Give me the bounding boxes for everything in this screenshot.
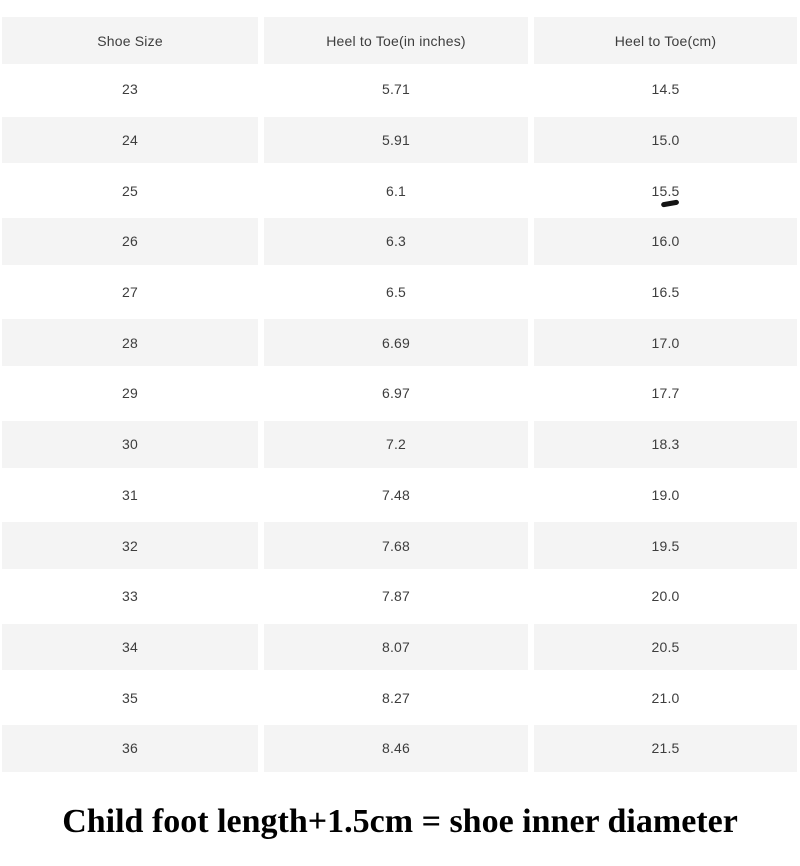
cell-cm: 17.0: [534, 317, 797, 369]
cell-size: 30: [2, 418, 258, 470]
cell-inches: 5.71: [381, 81, 411, 98]
cell-inches: 7.48: [381, 486, 411, 503]
table-row: 26 6.3 16.0: [2, 216, 797, 267]
size-note: Child foot length+1.5cm = shoe inner dia…: [62, 803, 738, 840]
cell-size: 29: [122, 385, 138, 402]
table-header-row: Shoe Size Heel to Toe(in inches) Heel to…: [2, 17, 797, 64]
cell-cm: 21.5: [534, 722, 797, 774]
cell-size: 23: [122, 81, 138, 98]
table-row: 31 7.48 19.0: [2, 470, 797, 521]
cell-inches: 5.91: [264, 114, 528, 166]
table-row: 29 6.97 17.7: [2, 368, 797, 419]
shoe-size-table: Shoe Size Heel to Toe(in inches) Heel to…: [2, 17, 797, 774]
cell-inches: 8.46: [264, 722, 528, 774]
table-row: 23 5.71 14.5: [2, 64, 797, 115]
cell-inches: 8.07: [264, 621, 528, 673]
cell-cm: 19.5: [534, 520, 797, 571]
cell-inches: 6.69: [264, 317, 528, 369]
cell-inches: 6.5: [385, 284, 407, 301]
cell-size: 27: [122, 284, 138, 301]
cell-inches: 7.87: [381, 588, 411, 605]
cell-cm: 20.0: [651, 588, 680, 605]
cell-size: 35: [122, 689, 138, 706]
cell-cm: 20.5: [534, 621, 797, 673]
cell-inches: 6.97: [381, 385, 411, 402]
column-header-shoe-size: Shoe Size: [2, 17, 258, 64]
cell-size: 36: [2, 722, 258, 774]
cell-cm: 15.0: [534, 114, 797, 166]
cell-size: 24: [2, 114, 258, 166]
cell-cm: 21.0: [651, 689, 680, 706]
table-row: 27 6.5 16.5: [2, 267, 797, 318]
cell-inches: 6.1: [385, 182, 407, 199]
cell-cm: 15.5: [651, 182, 680, 199]
cell-cm: 14.5: [651, 81, 680, 98]
table-row: 36 8.46 21.5: [2, 722, 797, 774]
cell-inches: 7.2: [264, 418, 528, 470]
cell-size: 31: [122, 486, 138, 503]
cell-cm: 16.5: [651, 284, 680, 301]
cell-inches: 6.3: [264, 216, 528, 267]
table-row: 34 8.07 20.5: [2, 621, 797, 673]
cell-inches: 7.68: [264, 520, 528, 571]
cell-size: 34: [2, 621, 258, 673]
table-row: 24 5.91 15.0: [2, 114, 797, 166]
table-row: 32 7.68 19.5: [2, 520, 797, 571]
cell-cm: 19.0: [651, 486, 680, 503]
cell-inches: 8.27: [381, 689, 411, 706]
cell-size: 32: [2, 520, 258, 571]
cell-size: 26: [2, 216, 258, 267]
table-row: 33 7.87 20.0: [2, 571, 797, 622]
table-row: 28 6.69 17.0: [2, 317, 797, 369]
table-row: 35 8.27 21.0: [2, 672, 797, 723]
cell-cm: 17.7: [651, 385, 680, 402]
table-row: 25 6.1 15.5: [2, 165, 797, 216]
cell-size: 28: [2, 317, 258, 369]
cell-cm: 18.3: [534, 418, 797, 470]
column-header-heel-to-toe-cm: Heel to Toe(cm): [534, 17, 797, 64]
cell-size: 25: [122, 182, 138, 199]
cell-cm: 16.0: [534, 216, 797, 267]
column-header-heel-to-toe-inches: Heel to Toe(in inches): [264, 17, 528, 64]
table-row: 30 7.2 18.3: [2, 418, 797, 470]
cell-size: 33: [122, 588, 138, 605]
